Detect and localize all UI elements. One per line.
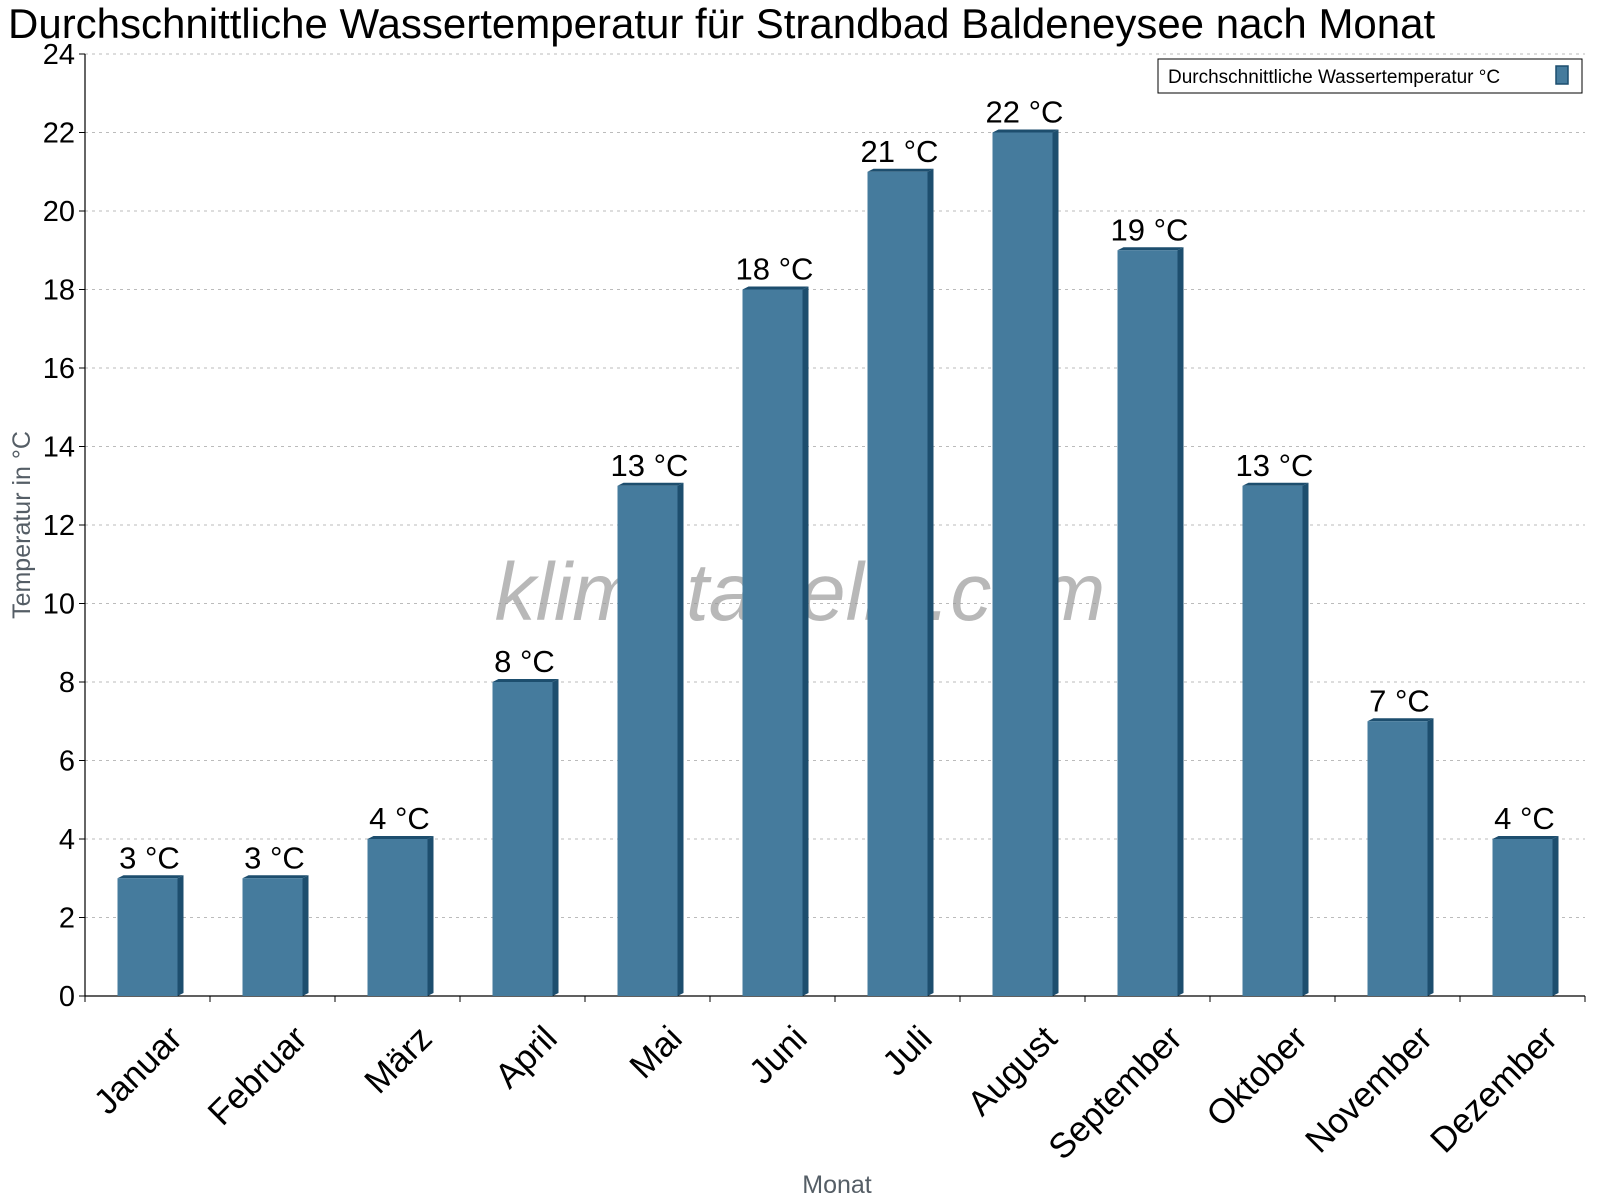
y-tick-label: 2	[59, 903, 75, 935]
bar-value-label: 4 °C	[1494, 801, 1555, 836]
y-tick-label: 16	[43, 353, 75, 385]
bar	[117, 878, 178, 996]
x-tick-label: August	[960, 1018, 1065, 1123]
bar	[1117, 250, 1178, 996]
bar	[367, 839, 428, 996]
x-tick-label: November	[1298, 1018, 1440, 1160]
x-tick-label: Juli	[875, 1019, 940, 1084]
x-tick-label: Januar	[86, 1018, 189, 1121]
y-tick-label: 10	[43, 589, 75, 621]
bar-value-label: 7 °C	[1369, 683, 1430, 718]
x-tick-label: Juni	[742, 1019, 815, 1092]
bar-top	[1242, 482, 1309, 486]
bar-value-label: 3 °C	[119, 840, 180, 875]
bar-side	[177, 875, 184, 996]
x-tick-label: Februar	[200, 1018, 314, 1132]
bar-top	[1367, 718, 1434, 722]
x-tick-label: September	[1041, 1018, 1190, 1167]
bar-value-label: 13 °C	[611, 448, 689, 483]
y-tick-label: 20	[43, 196, 75, 228]
bar-side	[1552, 836, 1559, 996]
bar-top	[367, 836, 434, 839]
bar-side	[302, 875, 309, 996]
bar	[992, 132, 1053, 996]
bar-value-label: 19 °C	[1111, 212, 1189, 247]
bar-top	[992, 129, 1059, 133]
bar-side	[1177, 247, 1184, 996]
bar-value-label: 4 °C	[369, 801, 430, 836]
bar-top	[1492, 836, 1559, 839]
y-tick-label: 18	[43, 275, 75, 307]
y-tick-label: 0	[59, 981, 75, 1013]
bar	[1367, 721, 1428, 996]
legend-label: Durchschnittliche Wassertemperatur °C	[1168, 67, 1500, 88]
bar-side	[1052, 129, 1059, 996]
bar-top	[742, 286, 809, 290]
bar	[867, 171, 928, 996]
y-tick-label: 4	[59, 824, 75, 856]
y-tick-label: 24	[43, 39, 75, 71]
bar-side	[927, 168, 934, 996]
x-tick-label: Oktober	[1199, 1018, 1315, 1134]
bar-value-label: 8 °C	[494, 644, 555, 679]
bar-side	[427, 836, 434, 996]
y-axis-title: Temperatur in °C	[8, 431, 36, 619]
bar-value-label: 13 °C	[1236, 448, 1314, 483]
bar-top	[867, 168, 934, 172]
legend-swatch	[1555, 65, 1569, 85]
bar-side	[552, 679, 559, 996]
y-tick-label: 22	[43, 118, 75, 150]
bar-value-label: 18 °C	[736, 252, 814, 287]
y-tick-label: 6	[59, 746, 75, 778]
bar-labels: 3 °C 3 °C 4 °C 8 °C 13 °C 18 °C 21 °C 22 °C 19 °…	[119, 95, 1555, 876]
bar-value-label: 21 °C	[861, 134, 939, 169]
bar-side	[677, 482, 684, 996]
bar	[242, 878, 303, 996]
bar-top	[617, 482, 684, 486]
bar-top	[117, 875, 184, 879]
bar-top	[492, 679, 559, 682]
x-tick-label: Dezember	[1423, 1018, 1565, 1160]
chart-title: Durchschnittliche Wassertemperatur für S…	[8, 0, 1436, 47]
bars	[117, 129, 1559, 996]
y-tick-label: 12	[43, 510, 75, 542]
x-tick-label: Mai	[622, 1019, 689, 1086]
x-tick-label: April	[488, 1019, 565, 1096]
bar	[742, 289, 803, 996]
legend: Durchschnittliche Wassertemperatur °C	[1157, 58, 1583, 94]
x-axis-title: Monat	[802, 1171, 872, 1199]
bar	[492, 682, 553, 996]
y-tick-label: 8	[59, 667, 75, 699]
bar	[1492, 839, 1553, 996]
bar-value-label: 22 °C	[986, 95, 1064, 130]
axes	[79, 53, 1586, 1002]
grid-lines	[85, 53, 1585, 918]
bar-top	[242, 875, 309, 879]
bar	[617, 485, 678, 996]
x-tick-label: März	[357, 1019, 440, 1102]
y-tick-label: 14	[43, 432, 75, 464]
legend-box	[1157, 58, 1583, 94]
bar	[1242, 485, 1303, 996]
bar-top	[1117, 247, 1184, 251]
bar-side	[802, 286, 809, 996]
bar-value-label: 3 °C	[244, 840, 305, 875]
bar-side	[1427, 718, 1434, 996]
bar-side	[1302, 482, 1309, 996]
